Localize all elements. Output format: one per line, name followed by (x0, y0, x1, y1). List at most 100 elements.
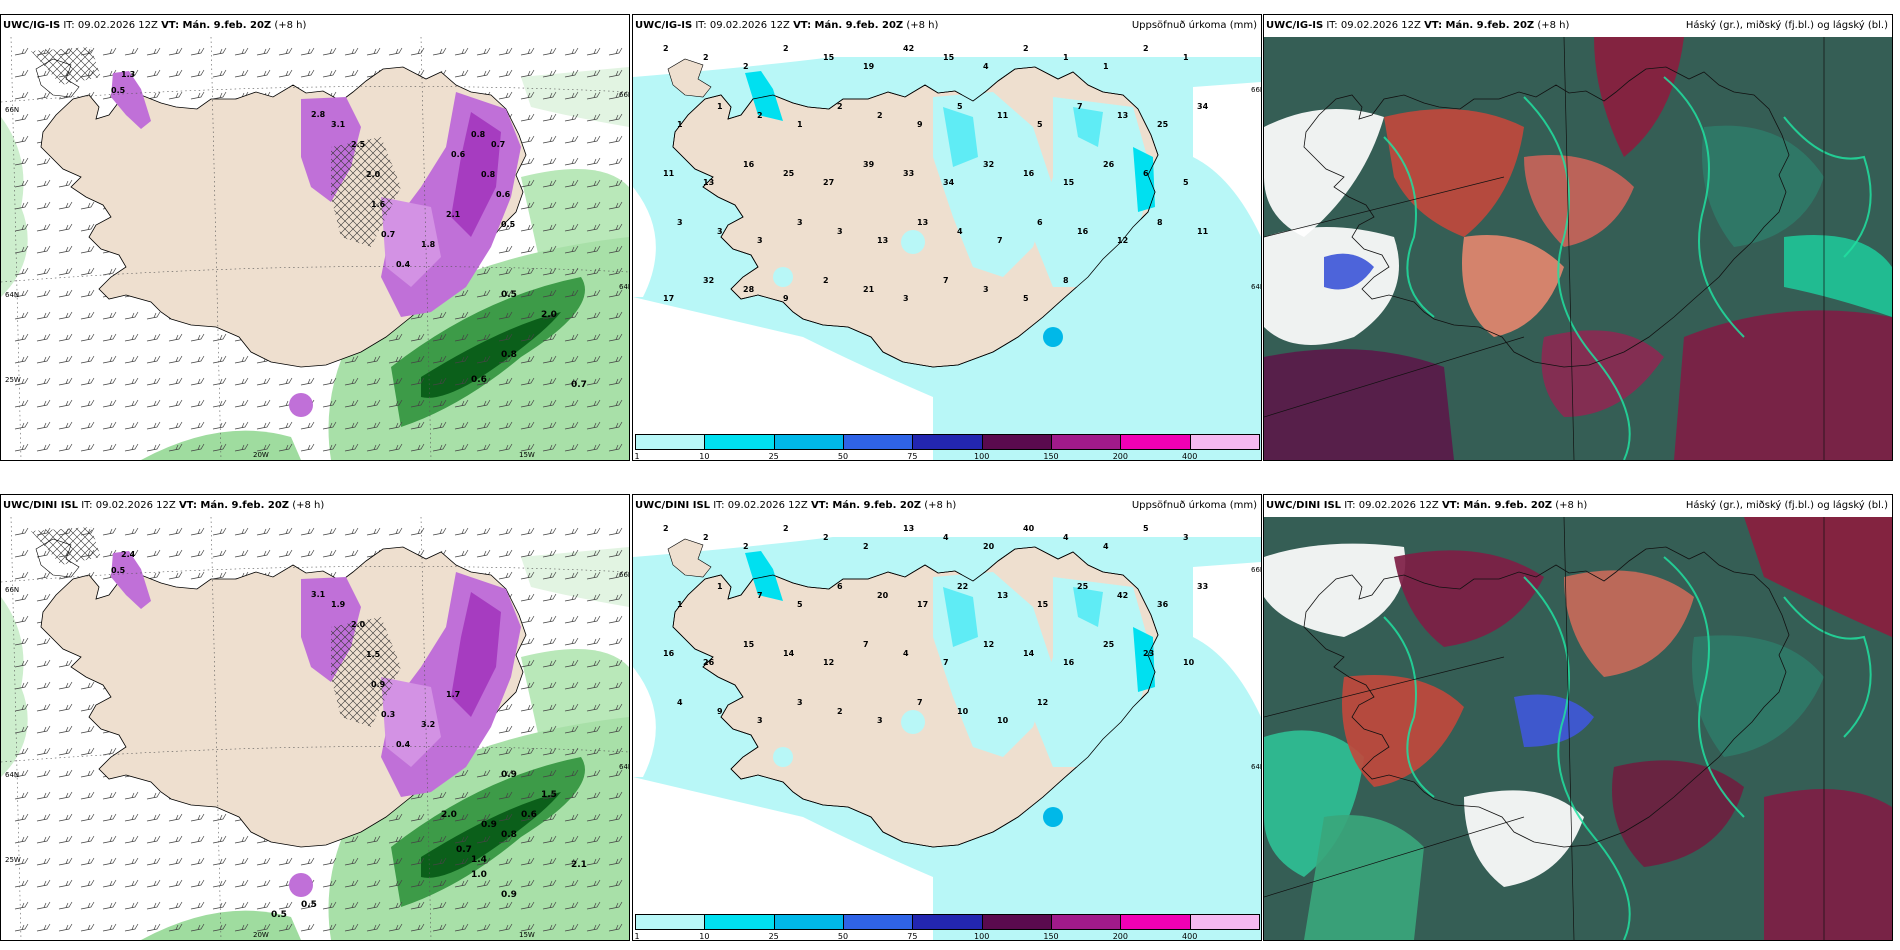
accum-value: 11 (997, 111, 1009, 120)
accum-value: 12 (1117, 236, 1128, 245)
accum-value: 2 (743, 542, 749, 551)
accum-value: 3 (677, 218, 683, 227)
precip-value: 0.5 (111, 86, 126, 95)
accum-value: 21 (863, 285, 875, 294)
precip-value: 0.5 (111, 566, 126, 575)
accum-value: 2 (863, 542, 869, 551)
precip-value: 1.9 (331, 600, 346, 609)
lat-label-66n-right: 66N (1251, 86, 1261, 94)
precip-value: 0.8 (471, 130, 486, 139)
lead-time: (+8 h) (274, 20, 307, 31)
lat-lon-lines (1264, 517, 1825, 940)
lon-label-25w: 25W (5, 856, 21, 864)
accum-value: 3 (717, 227, 723, 236)
accum-value: 34 (943, 178, 955, 187)
map-panel-accum: UWC/IG-IS IT: 09.02.2026 12Z VT: Mán. 9.… (632, 14, 1262, 461)
accum-value: 6 (1143, 169, 1149, 178)
accum-value: 26 (1103, 160, 1115, 169)
accum-value: 4 (957, 227, 963, 236)
accum-value: 7 (943, 658, 949, 667)
lead-time: (+8 h) (1537, 20, 1570, 31)
lat-label-64n-right: 64N (1251, 283, 1261, 291)
accum-value: 11 (663, 169, 675, 178)
lon-label-20w: 20W (253, 931, 269, 939)
accum-value: 10 (1183, 658, 1195, 667)
precip-value: 0.3 (381, 710, 395, 719)
colorbar-label: 50 (837, 932, 849, 941)
colorbar-label: 1 (634, 932, 640, 941)
sea-precip-value: 0.7 (456, 845, 472, 855)
colorbar-swatch (773, 434, 844, 450)
lat-label-64n-right: 64N (619, 763, 629, 771)
accum-value: 3 (797, 218, 803, 227)
accum-value: 16 (1063, 658, 1075, 667)
panel-title: Uppsöfnuð úrkoma (mm) (1131, 500, 1257, 511)
sea-precip-value: 0.8 (501, 350, 517, 360)
colorbar-swatch (1051, 434, 1122, 450)
accum-value: 28 (743, 285, 755, 294)
accum-value: 9 (917, 120, 923, 129)
accum-value: 6 (1037, 218, 1043, 227)
model-name: UWC/DINI ISL (1266, 500, 1342, 511)
hatched-region (331, 137, 401, 247)
accum-value: 5 (1143, 524, 1149, 533)
accum-value: 7 (997, 236, 1003, 245)
accum-value: 1 (677, 120, 683, 129)
accum-value: 10 (997, 716, 1009, 725)
sea-precip-value: 0.9 (501, 770, 517, 780)
accum-value: 2 (703, 533, 709, 542)
accum-value: 26 (703, 658, 715, 667)
colorbar-swatch (1051, 914, 1122, 930)
accum-value: 22 (957, 582, 968, 591)
sea-precip-value: 0.5 (301, 900, 317, 910)
accum-value: 25 (1077, 582, 1089, 591)
accum-value: 4 (677, 698, 683, 707)
accum-value: 1 (1183, 53, 1189, 62)
colorbar-swatch (912, 434, 983, 450)
accum-value: 23 (1143, 649, 1154, 658)
accum-value: 1 (717, 582, 723, 591)
accum-value: 25 (783, 169, 795, 178)
map-area: 2 2 2 2 2 2 13 4 20 40 4 4 5 3 1 1 7 5 6 20 17 22 13 15 25 42 36 33… (633, 517, 1261, 940)
accum-value: 5 (1037, 120, 1043, 129)
colorbar-label: 25 (768, 452, 779, 461)
sea-precip-shading (1, 547, 629, 940)
colorbar-swatch (704, 434, 775, 450)
valid-time: VT: Mán. 9.feb. 20Z (793, 20, 904, 31)
hatched-region (31, 527, 101, 565)
colorbar-label: 25 (768, 932, 779, 941)
model-name: UWC/IG-IS (3, 20, 61, 31)
accum-value: 5 (957, 102, 963, 111)
accum-value: 2 (1023, 44, 1029, 53)
sea-precip-value: 0.7 (571, 380, 587, 390)
precip-value: 2.1 (446, 210, 461, 219)
precip-value: 0.7 (381, 230, 395, 239)
accum-value: 2 (783, 44, 789, 53)
sea-precip-value: 0.9 (481, 820, 497, 830)
accum-value: 2 (663, 44, 669, 53)
valid-time: VT: Mán. 9.feb. 20Z (810, 500, 922, 511)
sea-precip-value: 0.9 (501, 890, 517, 900)
model-name: UWC/DINI ISL (3, 500, 79, 511)
colorbar-swatch (1189, 434, 1260, 450)
colorbar-label: 200 (1112, 452, 1128, 461)
sea-precip-value: 1.0 (471, 870, 487, 880)
accum-value: 13 (903, 524, 914, 533)
lon-label-20w: 20W (253, 451, 269, 459)
accum-value: 7 (757, 591, 763, 600)
map-area: 0.5 1.3 2.8 3.1 2.5 2.0 1.6 0.7 0.4 1.8 2.1 0.8 0.6 0… (1, 37, 629, 460)
accum-value: 4 (903, 649, 909, 658)
colorbar-swatch (843, 434, 914, 450)
map-panel-clouds: UWC/IG-IS IT: 09.02.2026 12Z VT: Mán. 9.… (1263, 14, 1893, 461)
accum-value: 17 (663, 294, 674, 303)
precip-value: 2.4 (121, 550, 136, 559)
init-time: IT: 09.02.2026 12Z (63, 20, 158, 31)
valid-time: VT: Mán. 9.feb. 20Z (178, 500, 290, 511)
accum-value: 8 (1063, 276, 1069, 285)
accum-value: 5 (797, 600, 803, 609)
lead-time: (+8 h) (906, 20, 939, 31)
colorbar-swatch (635, 434, 706, 450)
panel-header: UWC/DINI ISL IT: 09.02.2026 12Z VT: Mán.… (633, 495, 1261, 517)
panel-header: UWC/DINI ISL IT: 09.02.2026 12Z VT: Mán.… (1264, 495, 1892, 517)
colorbar-swatch (1120, 914, 1191, 930)
